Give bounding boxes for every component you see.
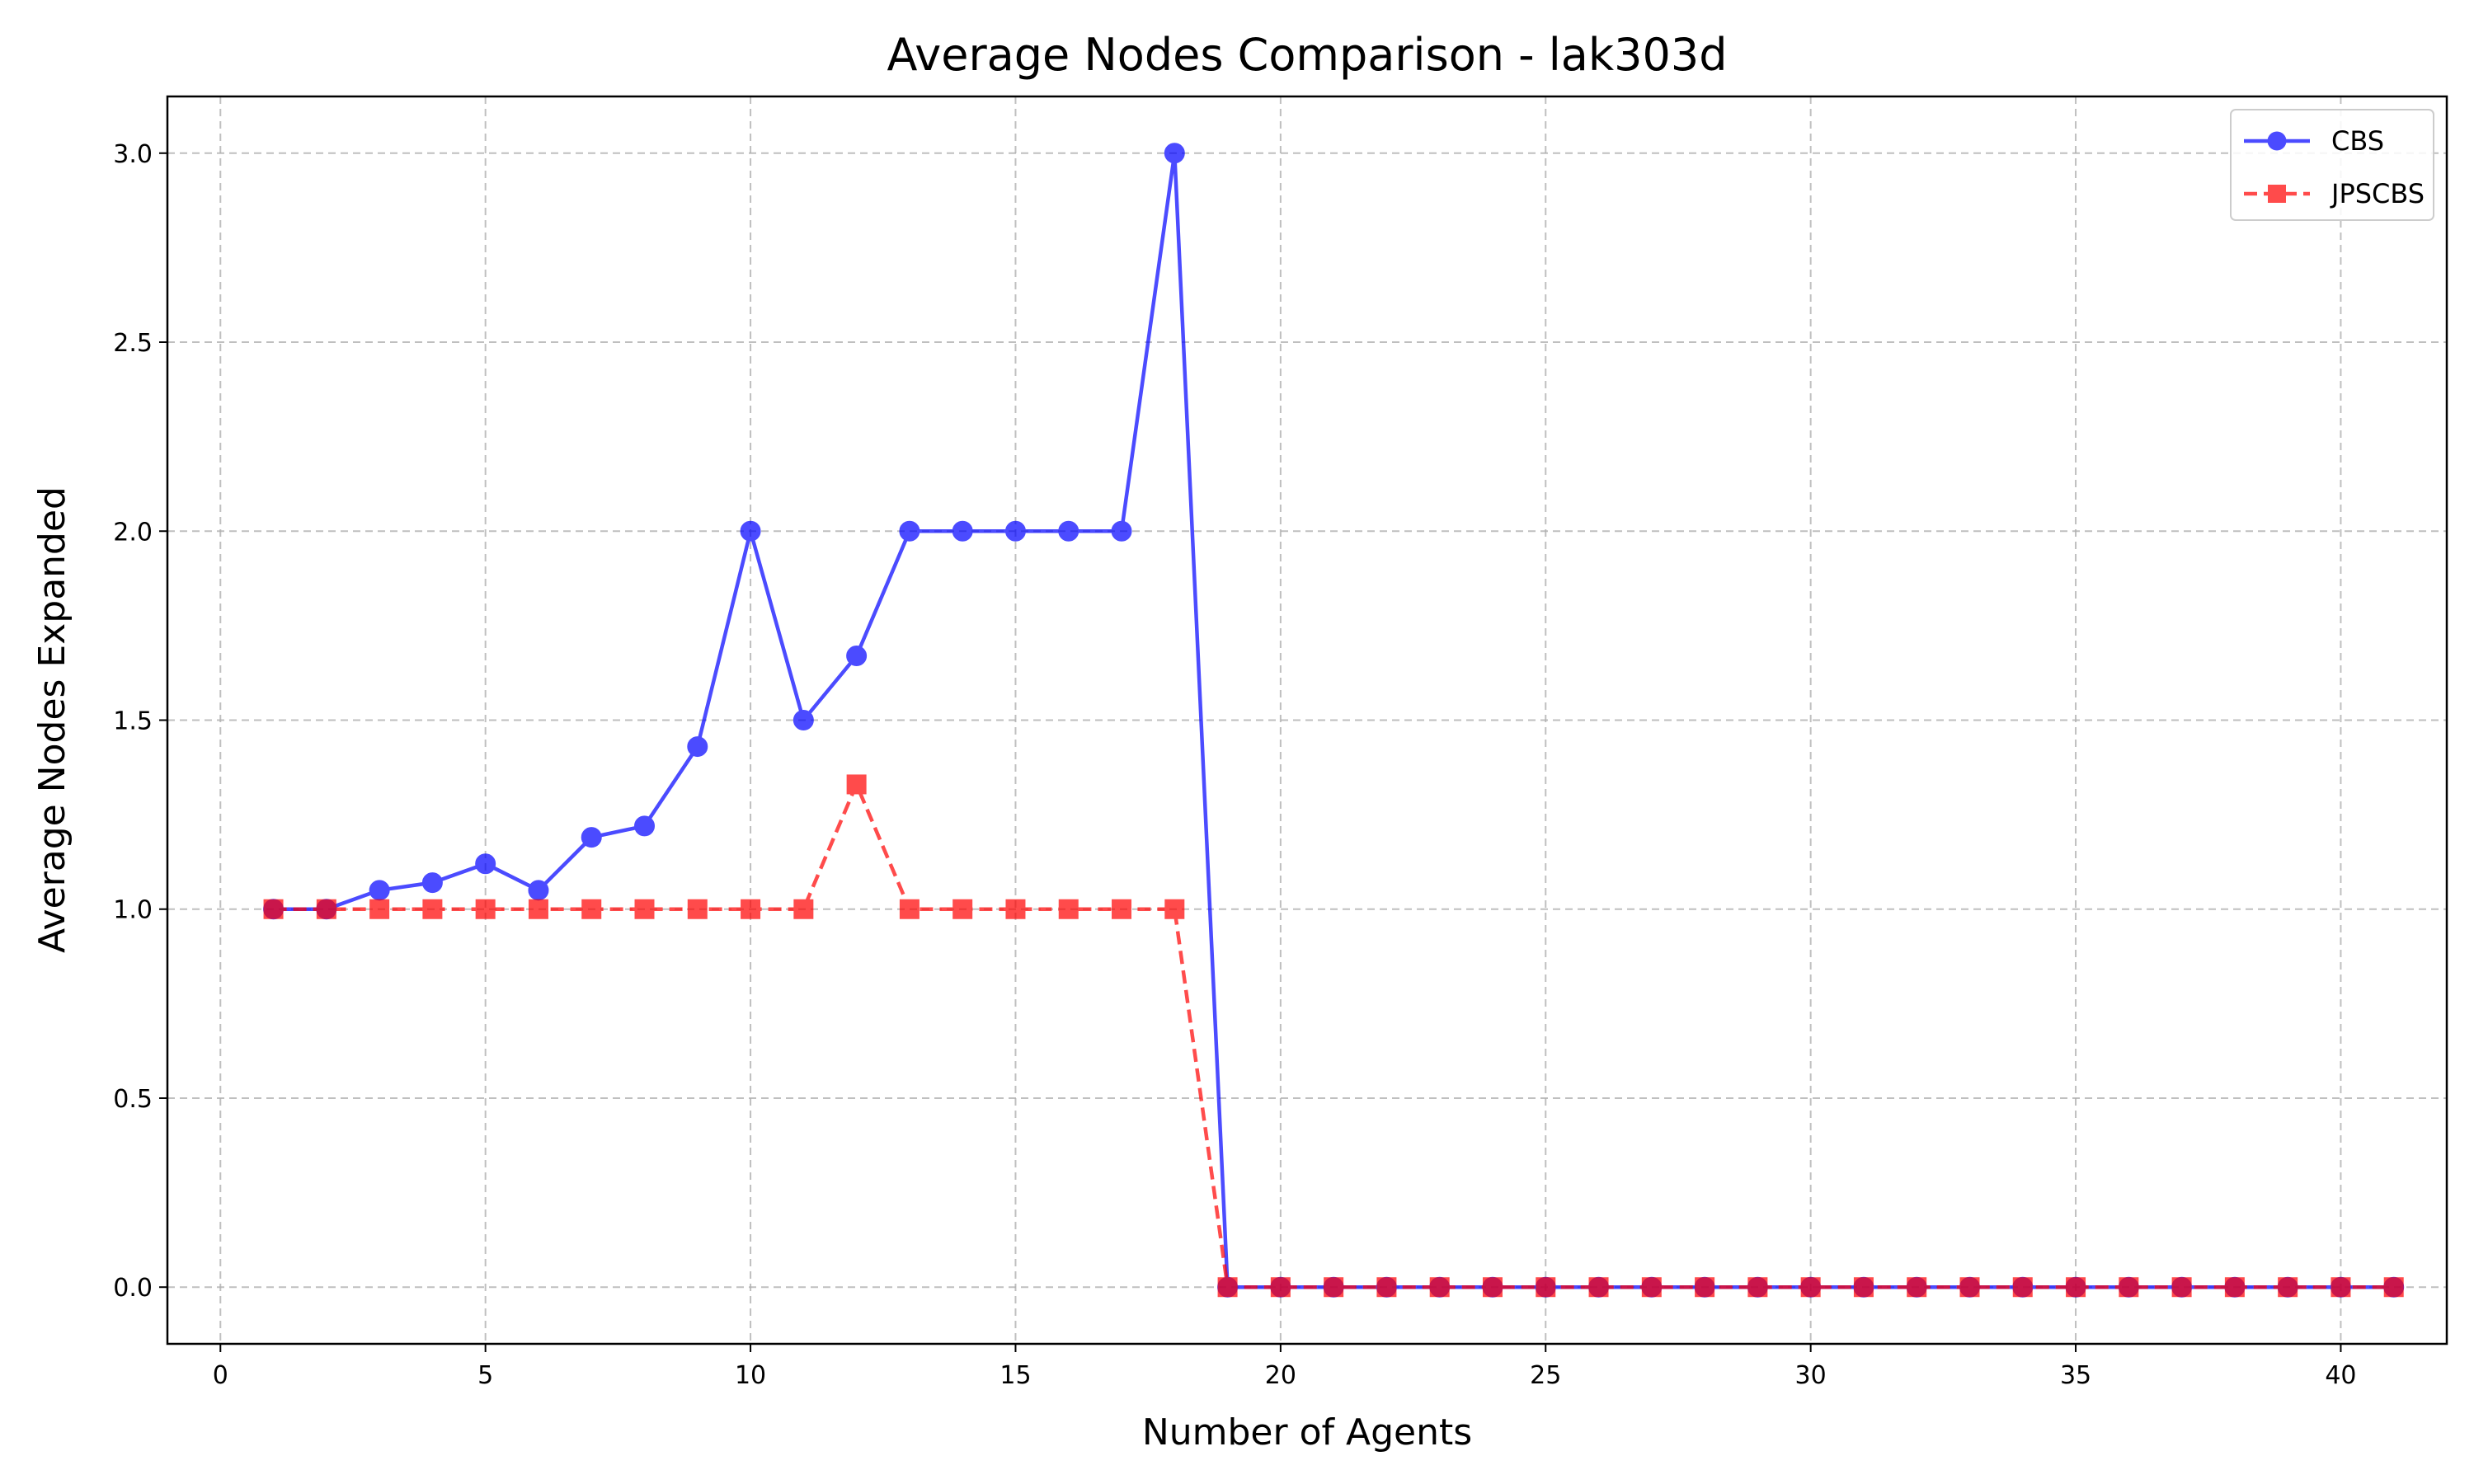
data-point-cbs (899, 520, 920, 542)
data-point-jpscbs (899, 899, 920, 919)
data-point-cbs (793, 710, 814, 730)
data-point-jpscbs (741, 899, 761, 919)
data-point-jpscbs (2224, 1277, 2245, 1298)
legend-label-jpscbs: JPSCBS (2330, 178, 2425, 209)
data-point-jpscbs (1429, 1277, 1450, 1298)
data-point-jpscbs (1164, 899, 1185, 919)
data-point-cbs (1004, 520, 1026, 542)
data-point-jpscbs (2119, 1277, 2139, 1298)
x-tick-label: 35 (2060, 1361, 2091, 1390)
data-point-cbs (369, 880, 390, 901)
data-point-jpscbs (634, 899, 655, 919)
data-point-jpscbs (1217, 1277, 1238, 1298)
data-point-jpscbs (846, 774, 867, 795)
data-point-jpscbs (1641, 1277, 1662, 1298)
tick-layer: 0 5 10 15 20 25 30 35 40 0.0 0.5 1.0 1.5 2.0 2.5 3.0 (113, 140, 2356, 1390)
data-point-cbs (1164, 143, 1185, 164)
y-tick-label: 3.0 (113, 140, 153, 169)
data-point-jpscbs (2331, 1277, 2351, 1298)
y-axis-label: Average Nodes Expanded (31, 486, 73, 953)
data-point-jpscbs (687, 899, 708, 919)
data-point-cbs (581, 827, 602, 848)
data-point-cbs (1111, 520, 1132, 542)
data-point-jpscbs (1482, 1277, 1503, 1298)
data-point-cbs (634, 815, 656, 837)
data-point-cbs (952, 520, 973, 542)
data-point-jpscbs (2012, 1277, 2033, 1298)
data-point-jpscbs (1536, 1277, 1556, 1298)
x-tick-label: 10 (735, 1361, 766, 1390)
x-tick-label: 30 (1795, 1361, 1827, 1390)
data-point-jpscbs (1376, 1277, 1397, 1298)
data-point-jpscbs (2383, 1277, 2404, 1298)
x-tick-label: 40 (2325, 1361, 2356, 1390)
data-point-cbs (475, 853, 496, 875)
data-point-jpscbs (422, 899, 443, 919)
legend-item-cbs: CBS (2244, 125, 2384, 157)
data-point-jpscbs (2171, 1277, 2192, 1298)
legend-item-jpscbs: JPSCBS (2244, 178, 2425, 209)
legend-marker-jpscbs (2268, 185, 2286, 203)
legend-marker-cbs (2267, 131, 2287, 151)
data-point-jpscbs (1058, 899, 1079, 919)
x-tick-label: 20 (1265, 1361, 1296, 1390)
data-point-jpscbs (952, 899, 973, 919)
x-tick-label: 15 (999, 1361, 1031, 1390)
data-point-jpscbs (1588, 1277, 1609, 1298)
data-point-jpscbs (2278, 1277, 2298, 1298)
legend-swatch-jpscbs (2244, 185, 2310, 203)
data-point-jpscbs (316, 899, 336, 919)
x-tick-label: 0 (213, 1361, 228, 1390)
data-point-jpscbs (475, 899, 496, 919)
series-jpscbs (263, 774, 2404, 1298)
data-point-jpscbs (1270, 1277, 1291, 1298)
data-point-jpscbs (2066, 1277, 2086, 1298)
y-tick-label: 2.0 (113, 518, 153, 547)
data-point-cbs (846, 646, 868, 667)
y-tick-label: 0.5 (113, 1085, 153, 1114)
data-point-jpscbs (528, 899, 548, 919)
data-point-jpscbs (369, 899, 390, 919)
data-point-cbs (687, 736, 708, 758)
legend-swatch-cbs (2244, 131, 2310, 151)
legend-label-cbs: CBS (2331, 125, 2384, 157)
data-point-jpscbs (1959, 1277, 1980, 1298)
chart-title: Average Nodes Comparison - lak303d (887, 29, 1728, 81)
y-tick-label: 0.0 (113, 1274, 153, 1303)
legend: CBS JPSCBS (2230, 109, 2434, 221)
y-tick-label: 1.0 (113, 896, 153, 925)
data-point-jpscbs (1907, 1277, 1927, 1298)
data-point-jpscbs (1005, 899, 1026, 919)
data-point-jpscbs (1695, 1277, 1715, 1298)
data-point-jpscbs (581, 899, 602, 919)
data-point-jpscbs (1800, 1277, 1821, 1298)
data-point-jpscbs (1747, 1277, 1768, 1298)
data-point-cbs (421, 872, 443, 894)
data-point-cbs (1058, 520, 1079, 542)
data-point-jpscbs (1112, 899, 1132, 919)
data-point-jpscbs (263, 899, 284, 919)
data-point-cbs (740, 520, 761, 542)
x-tick-label: 25 (1530, 1361, 1561, 1390)
data-point-jpscbs (793, 899, 814, 919)
data-point-cbs (528, 880, 549, 901)
x-tick-label: 5 (477, 1361, 493, 1390)
y-tick-label: 2.5 (113, 329, 153, 358)
data-point-jpscbs (1324, 1277, 1344, 1298)
series-layer (263, 143, 2405, 1298)
x-axis-label: Number of Agents (1142, 1411, 1472, 1453)
data-point-jpscbs (1853, 1277, 1874, 1298)
y-tick-label: 1.5 (113, 707, 153, 736)
